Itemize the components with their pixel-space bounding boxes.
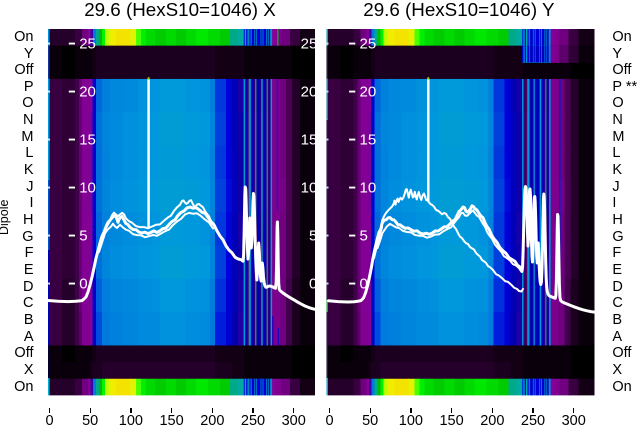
svg-text:5: 5 bbox=[360, 228, 368, 245]
svg-text:5: 5 bbox=[309, 228, 317, 245]
svg-text:0: 0 bbox=[360, 276, 368, 293]
svg-text:20: 20 bbox=[360, 84, 377, 101]
svg-text:10: 10 bbox=[79, 180, 96, 197]
svg-text:20: 20 bbox=[79, 84, 96, 101]
svg-text:0: 0 bbox=[79, 276, 87, 293]
svg-text:25: 25 bbox=[79, 36, 96, 53]
svg-text:5: 5 bbox=[79, 228, 87, 245]
svg-text:15: 15 bbox=[79, 132, 96, 149]
svg-text:10: 10 bbox=[360, 180, 377, 197]
svg-text:10: 10 bbox=[301, 180, 318, 197]
svg-text:15: 15 bbox=[301, 132, 318, 149]
svg-text:15: 15 bbox=[360, 132, 377, 149]
svg-text:25: 25 bbox=[360, 36, 377, 53]
svg-text:0: 0 bbox=[309, 276, 317, 293]
svg-text:25: 25 bbox=[301, 36, 318, 53]
svg-text:20: 20 bbox=[301, 84, 318, 101]
